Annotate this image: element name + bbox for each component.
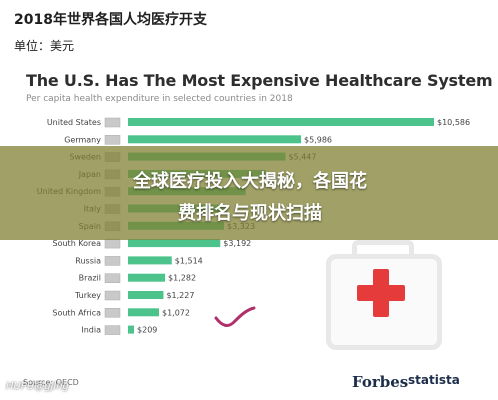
- category-label: United States: [47, 118, 101, 127]
- value-label: $1,227: [166, 291, 194, 300]
- category-label: Russia: [75, 256, 101, 265]
- country-flag-icon: [104, 273, 121, 283]
- bar: [128, 308, 159, 317]
- banner-headline: 全球医疗投入大揭秘，各国花 费排名与现状扫描: [50, 166, 450, 230]
- bar: [128, 325, 135, 334]
- value-label: $10,586: [437, 118, 470, 127]
- value-label: $1,282: [168, 274, 196, 283]
- category-label: Turkey: [74, 291, 101, 300]
- bar: [128, 291, 164, 299]
- value-label: $3,192: [223, 239, 251, 248]
- overlay-banner: [0, 146, 498, 240]
- category-label: Brazil: [79, 274, 101, 283]
- country-flag-icon: [104, 238, 121, 249]
- bar: [128, 239, 221, 248]
- banner-line-2: 费排名与现状扫描: [178, 203, 322, 224]
- country-flag-icon: [104, 308, 121, 318]
- bar: [128, 256, 172, 265]
- bar: [128, 135, 302, 144]
- bar: [128, 118, 434, 126]
- page-title: 2018年世界各国人均医疗开支: [14, 12, 207, 28]
- category-label: India: [81, 326, 101, 335]
- category-label: South Korea: [53, 239, 102, 248]
- first-aid-kit-handle: [352, 240, 414, 263]
- category-label: South Africa: [52, 308, 101, 317]
- country-flag-icon: [104, 117, 121, 128]
- chart-subtitle: Per capita health expenditure in selecte…: [26, 94, 293, 104]
- banner-line-1: 全球医疗投入大揭秘，各国花: [133, 171, 367, 192]
- medical-cross-bar: [357, 285, 405, 301]
- watermark: HUPU@gjlhg: [6, 381, 69, 392]
- value-label: $209: [137, 326, 157, 335]
- checkmark-icon: [214, 306, 256, 327]
- category-label: Germany: [64, 135, 101, 144]
- forbes-logo: Forbes: [352, 373, 409, 391]
- country-flag-icon: [104, 135, 121, 145]
- country-flag-icon: [104, 290, 121, 301]
- country-flag-icon: [104, 256, 121, 266]
- bar: [128, 273, 166, 282]
- value-label: $1,072: [162, 308, 190, 317]
- country-flag-icon: [104, 325, 121, 335]
- value-label: $1,514: [175, 256, 203, 265]
- unit-label: 单位：美元: [14, 39, 75, 53]
- chart-source: Source: OECD: [23, 378, 79, 387]
- value-label: $5,986: [304, 135, 332, 144]
- chart-title: The U.S. Has The Most Expensive Healthca…: [26, 71, 493, 90]
- statista-logo: statista: [408, 373, 460, 387]
